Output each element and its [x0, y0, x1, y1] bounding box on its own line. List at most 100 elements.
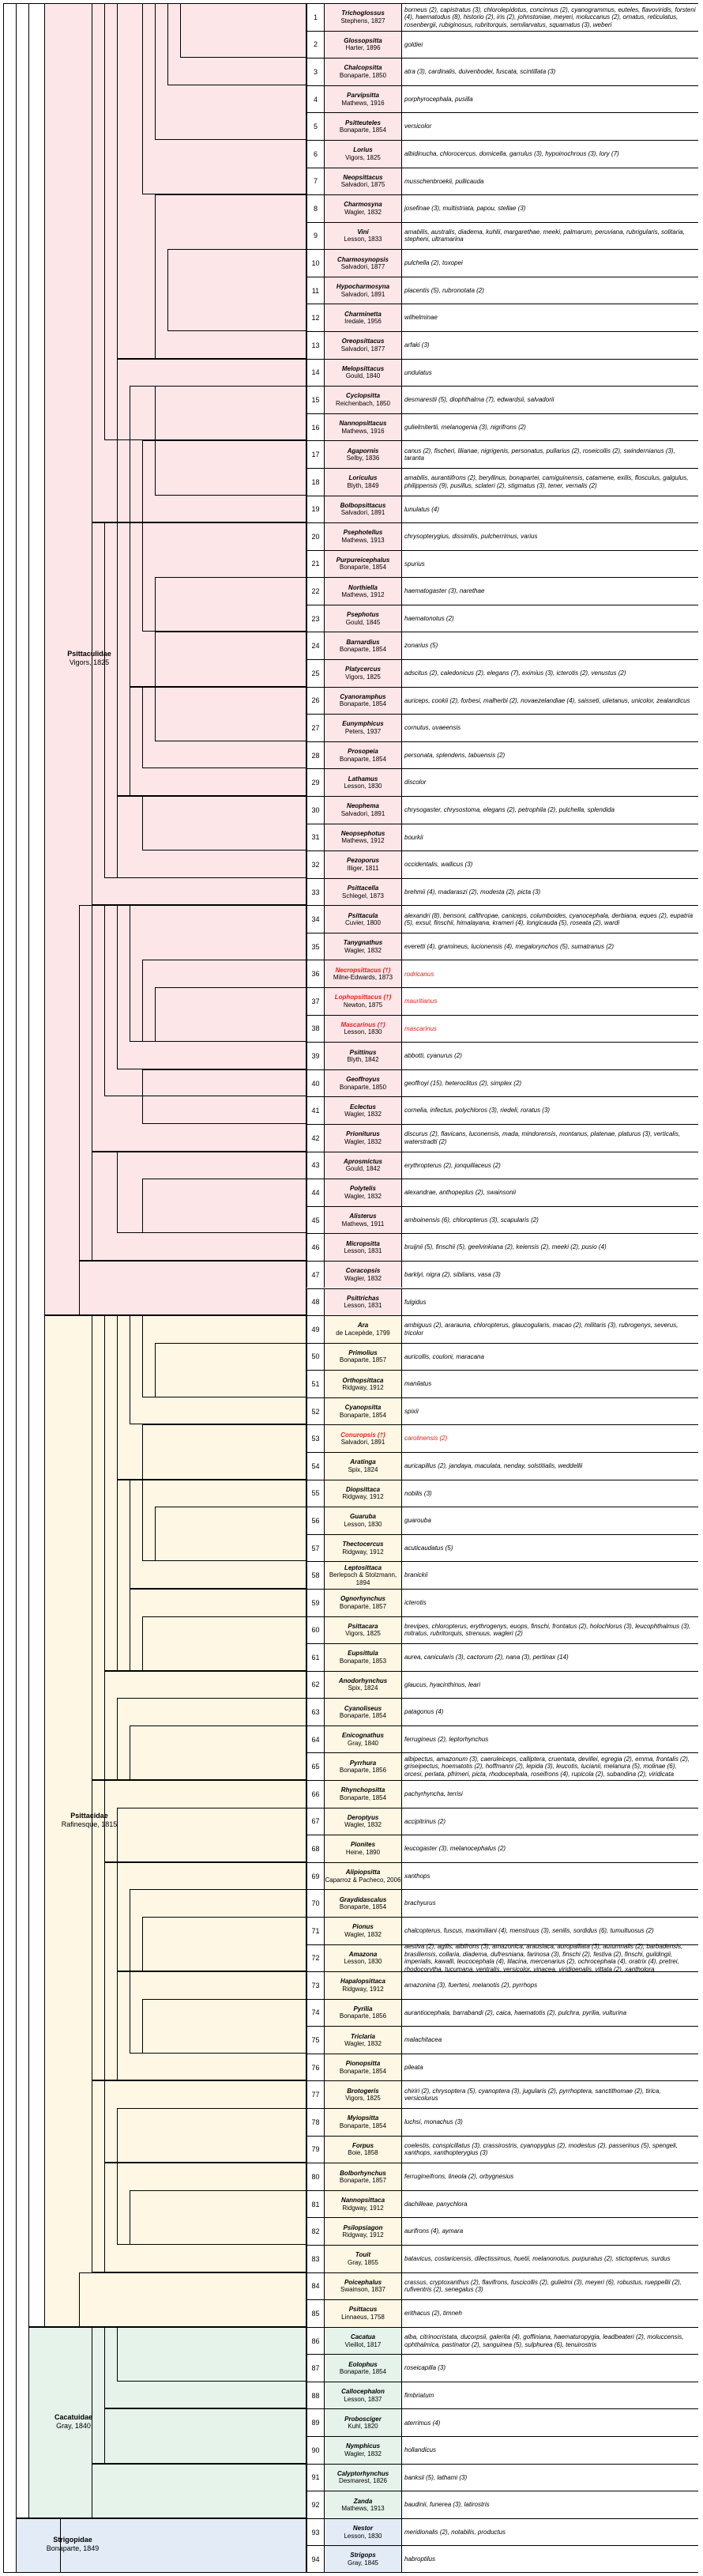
genus-name: Probosciger [344, 2415, 382, 2423]
genus-cell: Anodorhynchus Spix, 1824 [324, 1671, 401, 1699]
species-list: coelestis, conspicillatus (3), crassiros… [401, 2136, 698, 2163]
family-label-psittaculidae: Psittaculidae Vigors, 1825 [46, 650, 133, 667]
genus-authority: Wagler, 1832 [344, 946, 382, 954]
genus-number: 57 [306, 1534, 324, 1562]
genus-row: 58 Leptosittaca Berlepsch & Stolzmann, 189… [306, 1561, 698, 1589]
genus-number: 61 [306, 1644, 324, 1671]
genus-name: Pionopsitta [345, 2060, 381, 2068]
genus-name: Psittacula [348, 911, 378, 919]
species-list: guarouba [401, 1507, 698, 1534]
genus-name: Poicephalus [344, 2278, 382, 2286]
genus-row: 43 Aprosmictus Gould, 1842 erythropterus (2… [306, 1151, 698, 1179]
genus-number: 69 [306, 1862, 324, 1890]
genus-cell: Lorius Vigors, 1825 [324, 140, 401, 168]
genus-number: 26 [306, 687, 324, 715]
genus-number: 10 [306, 250, 324, 277]
genus-cell: Thectocercus Ridgway, 1912 [324, 1534, 401, 1562]
genus-row: 80 Bolborhynchus Bonaparte, 1857 ferruginei… [306, 2163, 698, 2190]
genus-row: 54 Aratinga Spix, 1824 auricapillus (2), ja… [306, 1452, 698, 1480]
genus-name: Micropsitta [346, 1239, 380, 1247]
genus-number: 37 [306, 988, 324, 1015]
genus-row: 22 Northiella Mathews, 1912 haematogaster (… [306, 577, 698, 605]
genus-number: 91 [306, 2464, 324, 2491]
genus-row: 88 Callocephalon Lesson, 1837 fimbriatum [306, 2381, 698, 2409]
genus-row: 12 Charminetta Iredale, 1956 wilhelminae [306, 304, 698, 331]
genus-row: 5 Psitteuteles Bonaparte, 1854 versicolor [306, 112, 698, 140]
genus-row: 72 Amazona Lesson, 1830 aestiva (2), agilis… [306, 1943, 698, 1973]
species-list: albipectus, amazonum (3), caeruleiceps, … [401, 1753, 698, 1781]
genus-cell: Guaruba Lesson, 1830 [324, 1507, 401, 1534]
genus-row: 9 Vini Lesson, 1833 amabilis, australis, di… [306, 221, 698, 250]
clade-bracket [104, 2408, 306, 2464]
genus-cell: Zanda Mathews, 1913 [324, 2491, 401, 2518]
genus-authority: Iredale, 1956 [344, 318, 382, 326]
genus-authority: Wagler, 1832 [344, 208, 382, 216]
genus-authority: Selby, 1836 [346, 454, 380, 462]
genus-name: Purpureicephalus [336, 556, 390, 564]
genus-cell: Cacatua Vieillot, 1817 [324, 2327, 401, 2355]
genus-number: 62 [306, 1671, 324, 1699]
genus-name: Pezoporus [347, 857, 379, 865]
family-authority: Vigors, 1825 [69, 658, 110, 667]
genus-name: Leptosittaca [344, 1563, 382, 1571]
genus-authority: Lesson, 1831 [344, 1247, 382, 1255]
clade-bracket [142, 1424, 306, 1480]
genus-cell: Neopsittacus Salvadori, 1875 [324, 168, 401, 195]
genus-row: 56 Guaruba Lesson, 1830 guarouba [306, 1507, 698, 1534]
genus-number: 30 [306, 796, 324, 824]
genus-cell: Nestor Lesson, 1830 [324, 2518, 401, 2546]
genus-cell: Mascarinus (†) Lesson, 1830 [324, 1015, 401, 1043]
genus-authority: Berlepsch & Stolzmann, 1894 [329, 1571, 397, 1586]
genus-name: Mascarinus (†) [340, 1020, 385, 1028]
species-list: bourkii [401, 824, 698, 851]
family-authority: Gray, 1840 [56, 2421, 91, 2430]
genus-name: Triclaria [351, 2032, 375, 2040]
genus-cell: Nymphicus Wagler, 1832 [324, 2437, 401, 2464]
genus-name: Polytelis [350, 1185, 376, 1193]
genus-authority: Mathews, 1912 [341, 591, 385, 599]
genus-authority: Gould, 1840 [345, 372, 381, 380]
genus-number: 78 [306, 2109, 324, 2136]
genus-number: 12 [306, 304, 324, 331]
genus-row: 59 Ognorhynchus Bonaparte, 1857 icterotis [306, 1588, 698, 1616]
genus-cell: Cyclopsitta Reichenbach, 1850 [324, 387, 401, 413]
genus-number: 40 [306, 1069, 324, 1097]
genus-cell: Probosciger Kuhl, 1820 [324, 2409, 401, 2437]
genus-row: 74 Pyrilia Bonaparte, 1856 aurantiocephala,… [306, 1998, 698, 2027]
species-list: amabilis, aurantiifrons (2), beryllinus,… [401, 468, 698, 496]
family-authority: Bonaparte, 1849 [46, 2544, 100, 2553]
species-list: accipitrinus (2) [401, 1808, 698, 1835]
genus-cell: Eclectus Wagler, 1832 [324, 1097, 401, 1124]
genus-cell: Nannopsittaca Ridgway, 1912 [324, 2190, 401, 2218]
genus-number: 64 [306, 1726, 324, 1753]
genus-row: 6 Lorius Vigors, 1825 albidinucha, chloroce… [306, 139, 698, 168]
genus-authority: Salvadori, 1891 [340, 809, 385, 817]
genus-name: Pionites [350, 1841, 376, 1849]
genus-number: 74 [306, 1999, 324, 2027]
genus-number: 86 [306, 2327, 324, 2355]
genus-name: Charmosyna [344, 201, 382, 209]
genus-cell: Pionopsitta Bonaparte, 1854 [324, 2054, 401, 2081]
genus-number: 4 [306, 85, 324, 113]
genus-number: 84 [306, 2272, 324, 2300]
genus-number: 55 [306, 1480, 324, 1507]
species-list: aestiva (2), agilis, albifrons (3), amaz… [401, 1943, 698, 1973]
species-list: brehmii (4), madaraszi (2), modesta (2),… [401, 878, 698, 906]
species-list: luchsi, monachus (3) [401, 2109, 698, 2136]
genus-cell: Barnardius Bonaparte, 1854 [324, 632, 401, 660]
genus-authority: Mathews, 1916 [341, 99, 385, 107]
family-label-psittacidae: Psittacidae Rafinesque, 1815 [46, 1812, 133, 1829]
genus-authority: Stephens, 1827 [340, 17, 385, 25]
genus-name: Cyanoliseus [344, 1704, 382, 1712]
genus-name: Nannopsittacus [339, 420, 387, 428]
genus-name: Eclectus [350, 1103, 376, 1111]
genus-cell: Polytelis Wagler, 1832 [324, 1179, 401, 1206]
genus-row: 66 Rhynchopsitta Bonaparte, 1854 pachyrhync… [306, 1780, 698, 1808]
genus-cell: Melopsittacus Gould, 1840 [324, 359, 401, 387]
clade-bracket [155, 386, 306, 441]
species-list: branickii [401, 1562, 698, 1589]
genus-name: Pyrilia [353, 2005, 373, 2012]
genus-name: Nestor [352, 2525, 374, 2533]
clade-bracket [60, 2518, 306, 2573]
genus-name: Ognorhynchus [340, 1595, 385, 1603]
